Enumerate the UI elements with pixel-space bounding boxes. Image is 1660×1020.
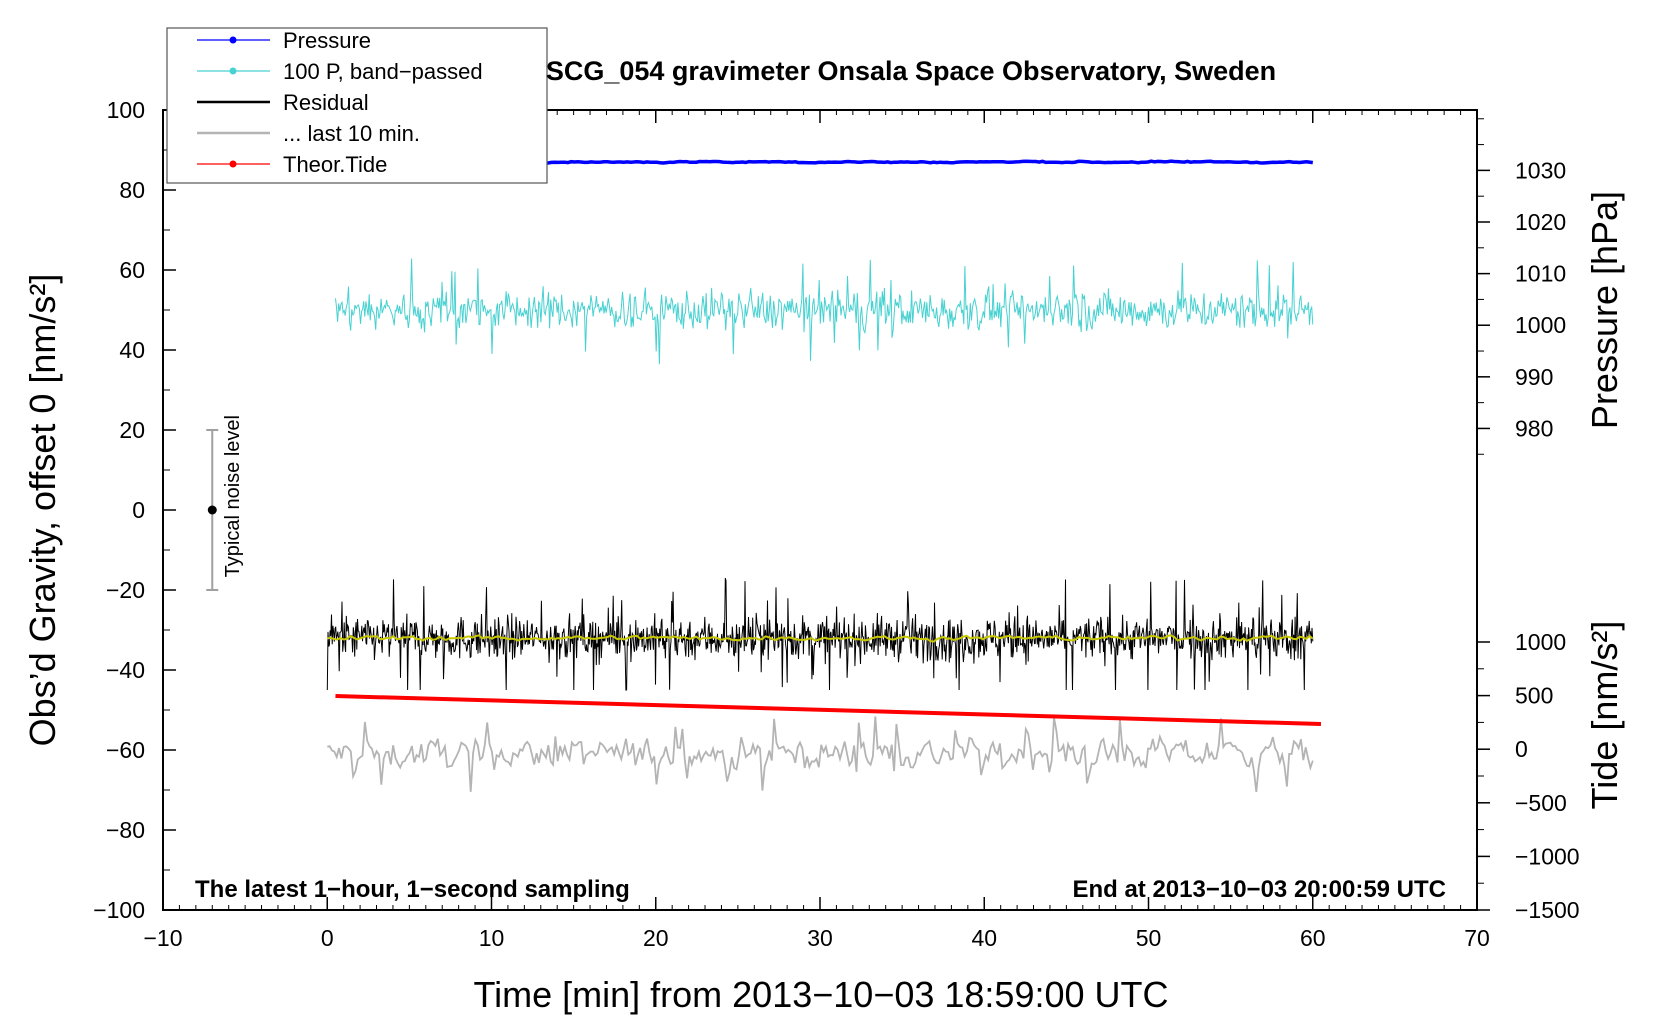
tide-tick-label: −1000 bbox=[1515, 843, 1580, 869]
pressure-tick-label: 1010 bbox=[1515, 261, 1566, 287]
legend: Pressure 100 P, band−passed Residual ... la… bbox=[166, 27, 548, 184]
y-tick-label: −40 bbox=[106, 657, 145, 683]
axis-ticks: −10 0 10 20 30 40 50 60 70100806040200−20−40−60−… bbox=[93, 97, 1579, 951]
series-last-10-min-line bbox=[327, 716, 1314, 793]
noise-level-label: Typical noise level bbox=[222, 415, 244, 577]
footer-left-label: The latest 1−hour, 1−second sampling bbox=[195, 876, 630, 903]
y-tick-label: −100 bbox=[93, 897, 145, 923]
y-tick-label: −20 bbox=[106, 577, 145, 603]
y-tick-label: 80 bbox=[119, 177, 145, 203]
y-tick-label: 100 bbox=[107, 97, 145, 123]
legend-label: Theor.Tide bbox=[283, 152, 387, 177]
pressure-tick-label: 1030 bbox=[1515, 157, 1566, 183]
tide-tick-label: 500 bbox=[1515, 683, 1553, 709]
data-series bbox=[326, 158, 1322, 793]
tide-tick-label: 1000 bbox=[1515, 629, 1566, 655]
y-tick-label: −80 bbox=[106, 817, 145, 843]
y-axis-label-pressure: Pressure [hPa] bbox=[1584, 191, 1625, 429]
tide-tick-label: −500 bbox=[1515, 790, 1567, 816]
typical-noise-marker bbox=[206, 429, 219, 591]
plot-frame bbox=[162, 109, 1478, 911]
series-residual-line bbox=[326, 577, 1314, 691]
x-tick-label: 30 bbox=[807, 925, 833, 951]
series-theor-tide-line bbox=[335, 694, 1322, 726]
legend-swatch-dot bbox=[229, 36, 237, 44]
legend-label: Residual bbox=[283, 90, 369, 115]
pressure-tick-label: 990 bbox=[1515, 364, 1553, 390]
y-tick-label: 20 bbox=[119, 417, 145, 443]
series-band-passed-pressure-line bbox=[335, 258, 1314, 365]
chart-title: SCG_054 gravimeter Onsala Space Observat… bbox=[546, 56, 1276, 86]
tide-tick-label: −1500 bbox=[1515, 897, 1580, 923]
legend-swatch-dot bbox=[229, 160, 237, 168]
legend-label: ... last 10 min. bbox=[283, 121, 420, 146]
x-tick-label: 0 bbox=[321, 925, 334, 951]
pressure-tick-label: 1000 bbox=[1515, 312, 1566, 338]
x-tick-label: 10 bbox=[479, 925, 505, 951]
legend-box bbox=[166, 27, 548, 184]
y-tick-label: 60 bbox=[119, 257, 145, 283]
noise-center-dot bbox=[207, 505, 217, 515]
x-tick-label: 40 bbox=[971, 925, 997, 951]
x-tick-label: −10 bbox=[143, 925, 182, 951]
legend-swatch-dot bbox=[229, 67, 237, 75]
legend-label: Pressure bbox=[283, 28, 371, 53]
y-axis-label-left: Obs’d Gravity, offset 0 [nm/s²] bbox=[22, 274, 63, 747]
x-tick-label: 20 bbox=[643, 925, 669, 951]
footer-right-label: End at 2013−10−03 20:00:59 UTC bbox=[1072, 876, 1446, 903]
pressure-tick-label: 980 bbox=[1515, 415, 1553, 441]
y-tick-label: 0 bbox=[132, 497, 145, 523]
series-residual-smoothed-line bbox=[327, 634, 1314, 643]
y-tick-label: −60 bbox=[106, 737, 145, 763]
x-tick-label: 70 bbox=[1464, 925, 1490, 951]
legend-label: 100 P, band−passed bbox=[283, 59, 483, 84]
x-tick-label: 60 bbox=[1300, 925, 1326, 951]
x-tick-label: 50 bbox=[1136, 925, 1162, 951]
x-axis-label: Time [min] from 2013−10−03 18:59:00 UTC bbox=[473, 974, 1168, 1015]
y-axis-label-tide: Tide [nm/s²] bbox=[1584, 621, 1625, 810]
y-tick-label: 40 bbox=[119, 337, 145, 363]
tide-tick-label: 0 bbox=[1515, 736, 1528, 762]
pressure-tick-label: 1020 bbox=[1515, 209, 1566, 235]
